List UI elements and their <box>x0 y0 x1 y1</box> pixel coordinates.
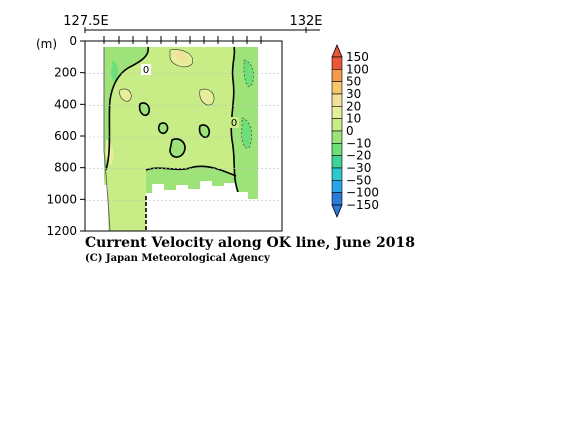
colorbar-segment <box>331 192 343 206</box>
colorbar-segment <box>331 93 343 107</box>
colorbar-label: −10 <box>346 136 371 150</box>
section-field <box>85 46 282 231</box>
top-longitude-axis: 127.5E 132E <box>63 14 323 44</box>
gridlines <box>85 73 282 201</box>
contour-label-east: 0 <box>231 118 237 129</box>
contour-label-west: 0 <box>143 65 149 76</box>
colorbar-bottom-arrow <box>331 204 343 219</box>
x-tick-label-east: 132E <box>289 14 322 29</box>
colorbar-segment <box>331 180 343 193</box>
colorbar-label: −150 <box>346 198 379 212</box>
colorbar-label: −100 <box>346 186 379 200</box>
contour-labels: 0 0 <box>141 64 239 129</box>
neg-blob-3 <box>199 124 210 138</box>
colorbar-top-arrow <box>331 43 343 58</box>
colorbar-label: 100 <box>346 62 369 76</box>
colorbar-label: 20 <box>346 99 361 113</box>
y-tick-label: 200 <box>54 66 77 80</box>
colorbar-label: 10 <box>346 112 361 126</box>
neg-blob-2 <box>139 102 150 116</box>
neg-blob-1 <box>170 138 186 158</box>
colorbar-label: 50 <box>346 75 361 89</box>
y-unit-label: (m) <box>36 37 57 51</box>
station-ticks <box>103 36 262 44</box>
colorbar-segment <box>331 69 343 82</box>
y-tick-label: 0 <box>69 34 77 48</box>
colorbar-label: −20 <box>346 149 371 163</box>
zero-contours <box>105 46 239 231</box>
neg-strong-east <box>244 60 254 87</box>
colorbar-label: 30 <box>346 87 361 101</box>
chart-credit: (C) Japan Meteorological Agency <box>85 253 271 264</box>
x-tick-label-west: 127.5E <box>63 14 108 29</box>
y-ticks: 0 200 400 600 800 1000 1200 <box>46 34 85 238</box>
colorbar-segment <box>331 81 343 95</box>
chart-title: Current Velocity along OK line, June 201… <box>85 235 415 251</box>
colorbar-segment <box>331 167 343 181</box>
colorbar-segment <box>331 56 343 70</box>
pos-patch-4 <box>199 89 215 106</box>
colorbar-label: 150 <box>346 50 369 64</box>
colorbar-segment <box>331 130 343 144</box>
colorbar-segment <box>331 118 343 132</box>
neg-strong-east-2 <box>241 118 252 149</box>
pos-patch-3 <box>119 88 132 102</box>
thin-contours <box>119 49 254 149</box>
neg-region-bottom <box>146 166 236 193</box>
depth-axis: (m) 0 200 400 600 800 1000 1200 <box>36 34 85 238</box>
neg-strong-west <box>111 60 119 81</box>
y-tick-label: 400 <box>54 97 77 111</box>
field-bottom-strip <box>108 185 118 231</box>
y-tick-label: 600 <box>54 129 77 143</box>
y-tick-label: 1200 <box>46 224 77 238</box>
colorbar-segment <box>331 143 343 156</box>
colorbar-label: −30 <box>346 161 371 175</box>
bottom-topography-line <box>103 47 111 231</box>
colorbar-label: 0 <box>346 124 354 138</box>
colorbar-segment <box>331 155 343 169</box>
colorbar-segment <box>331 106 343 119</box>
y-tick-label: 800 <box>54 161 77 175</box>
neg-blob-4 <box>158 122 168 134</box>
colorbar-label: −50 <box>346 173 371 187</box>
y-tick-label: 1000 <box>46 192 77 206</box>
pos-patch-2 <box>176 51 187 61</box>
